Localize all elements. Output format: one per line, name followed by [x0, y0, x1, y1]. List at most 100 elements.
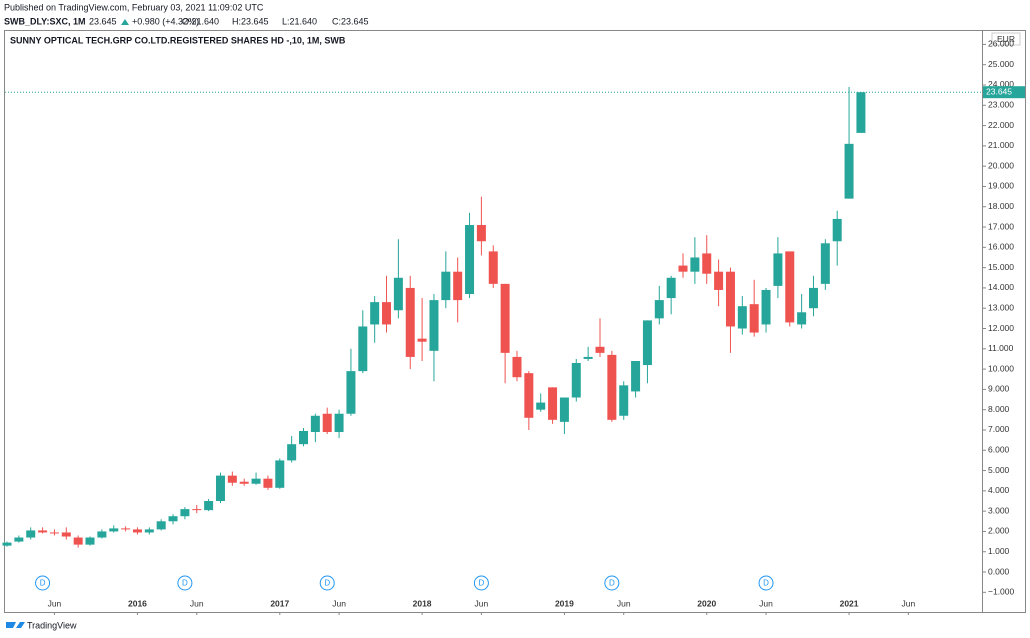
- x-tick-label: Jun: [475, 598, 489, 608]
- x-tick-label: 2019: [555, 598, 574, 608]
- y-tick-label: 9.000: [988, 384, 1010, 394]
- last-price-label: 23.645: [986, 86, 1012, 96]
- x-tick-label: 2020: [697, 598, 716, 608]
- candle-up: [619, 385, 629, 416]
- candle-up: [204, 500, 214, 511]
- candle-up: [832, 218, 842, 242]
- candle-up: [429, 300, 439, 351]
- candle-up: [180, 509, 190, 517]
- chart-title: SUNNY OPTICAL TECH.GRP CO.LTD.REGISTERED…: [10, 35, 346, 45]
- dividend-marker: [35, 575, 51, 591]
- candle-up: [571, 363, 581, 398]
- ohlc-item: C:23.645: [332, 16, 369, 26]
- y-tick-label: 12.000: [988, 323, 1014, 333]
- candle-up: [26, 530, 36, 538]
- y-tick-label: 19.000: [988, 181, 1014, 191]
- candle-up: [808, 287, 818, 309]
- candle-up: [156, 521, 166, 530]
- y-tick-label: 16.000: [988, 242, 1014, 252]
- candle-down: [512, 356, 522, 378]
- candle-down: [192, 509, 202, 511]
- candle-down: [476, 225, 486, 242]
- candle-up: [275, 460, 285, 488]
- candle-down: [38, 530, 48, 533]
- candle-up: [287, 444, 297, 461]
- last-price-box: [983, 86, 1025, 99]
- y-tick-label: 5.000: [988, 465, 1010, 475]
- candle-down: [500, 283, 510, 353]
- candle-up: [797, 312, 807, 325]
- dividend-marker: [473, 575, 489, 591]
- candle-down: [785, 251, 795, 323]
- frame: [4, 30, 1026, 613]
- candle-down: [524, 373, 534, 418]
- candle-down: [714, 271, 724, 290]
- candle-up: [559, 397, 569, 422]
- ohlc-item: L:21.640: [282, 16, 317, 26]
- candle-up: [144, 529, 154, 533]
- candle-down: [239, 481, 249, 484]
- x-tick-label: 2017: [270, 598, 289, 608]
- candle-up: [370, 302, 380, 325]
- currency: EUR: [997, 34, 1015, 44]
- dividend-label: D: [763, 579, 769, 588]
- dividend-label: D: [324, 579, 330, 588]
- candle-up: [654, 300, 664, 319]
- candle-up: [737, 306, 747, 329]
- candle-up: [346, 371, 356, 414]
- candle-down: [73, 537, 83, 545]
- candle-up: [690, 257, 700, 272]
- candle-down: [678, 265, 688, 272]
- candle-up: [820, 243, 830, 284]
- candle-down: [405, 287, 415, 357]
- dividend-marker: [758, 575, 774, 591]
- price: 23.645: [89, 16, 117, 26]
- x-tick-label: Jun: [332, 598, 346, 608]
- x-tick-label: Jun: [617, 598, 631, 608]
- candle-down: [548, 387, 558, 420]
- y-tick-label: −1.000: [988, 587, 1015, 597]
- y-tick-label: 0.000: [988, 566, 1010, 576]
- y-tick-label: 11.000: [988, 343, 1014, 353]
- y-tick-label: 6.000: [988, 445, 1010, 455]
- x-tick-label: 2021: [840, 598, 859, 608]
- dividend-marker: [177, 575, 193, 591]
- y-tick-label: 24.000: [988, 79, 1014, 89]
- y-tick-label: 20.000: [988, 160, 1014, 170]
- candle-up: [536, 402, 546, 410]
- x-tick-label: Jun: [902, 598, 916, 608]
- x-tick-label: Jun: [759, 598, 773, 608]
- candle-up: [2, 542, 12, 546]
- candle-up: [631, 360, 641, 392]
- candle-up: [773, 253, 783, 286]
- ohlc-item: O:21.640: [182, 16, 219, 26]
- footer-brand: TradingView: [27, 620, 77, 630]
- candle-down: [607, 354, 617, 420]
- y-tick-label: 23.000: [988, 100, 1014, 110]
- currency-box: [991, 32, 1021, 46]
- dividend-marker: [604, 575, 620, 591]
- candle-down: [702, 253, 712, 274]
- dividend-label: D: [479, 579, 485, 588]
- candle-up: [299, 430, 308, 445]
- logo: [6, 622, 25, 628]
- dividend-label: D: [182, 579, 188, 588]
- candle-up: [97, 531, 107, 538]
- candle-down: [488, 251, 498, 284]
- candle-down: [382, 302, 392, 325]
- candle-down: [263, 478, 273, 488]
- y-tick-label: 7.000: [988, 424, 1010, 434]
- y-tick-label: 17.000: [988, 221, 1014, 231]
- candle-down: [49, 532, 59, 534]
- change: +0.980 (+4.32%): [132, 16, 199, 26]
- candle-down: [749, 304, 759, 333]
- candle-up: [358, 326, 368, 372]
- candle-up: [761, 289, 771, 325]
- x-tick-label: 2016: [128, 598, 147, 608]
- candle-down: [132, 529, 142, 533]
- y-tick-label: 25.000: [988, 59, 1014, 69]
- y-tick-label: 3.000: [988, 505, 1010, 515]
- y-tick-label: 4.000: [988, 485, 1010, 495]
